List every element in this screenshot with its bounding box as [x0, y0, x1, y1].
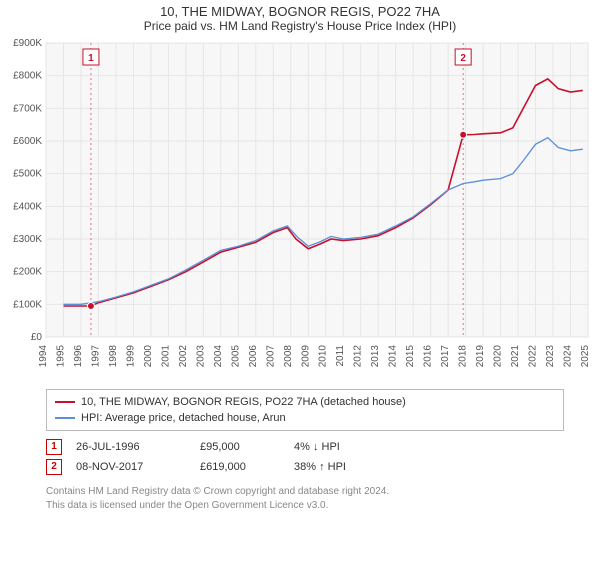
svg-text:2017: 2017 [440, 345, 451, 368]
svg-text:2020: 2020 [493, 345, 504, 368]
svg-text:1995: 1995 [55, 345, 66, 368]
svg-text:2014: 2014 [388, 345, 399, 368]
svg-text:2005: 2005 [230, 345, 241, 368]
page-subtitle: Price paid vs. HM Land Registry's House … [0, 19, 600, 33]
svg-text:£700K: £700K [13, 103, 42, 114]
svg-text:1994: 1994 [38, 345, 49, 368]
svg-text:£900K: £900K [13, 38, 42, 49]
datapoint-table: 1 26-JUL-1996 £95,000 4% ↓ HPI 2 08-NOV-… [46, 437, 564, 477]
legend-label-hpi: HPI: Average price, detached house, Arun [81, 410, 286, 426]
dp-price: £619,000 [200, 457, 280, 477]
svg-text:£600K: £600K [13, 136, 42, 147]
svg-text:2: 2 [460, 53, 466, 64]
svg-text:£0: £0 [31, 332, 43, 343]
dp-price: £95,000 [200, 437, 280, 457]
svg-text:2007: 2007 [265, 345, 276, 368]
table-row: 2 08-NOV-2017 £619,000 38% ↑ HPI [46, 457, 564, 477]
svg-text:2001: 2001 [160, 345, 171, 368]
svg-text:£400K: £400K [13, 201, 42, 212]
legend-item-hpi: HPI: Average price, detached house, Arun [55, 410, 555, 426]
table-row: 1 26-JUL-1996 £95,000 4% ↓ HPI [46, 437, 564, 457]
svg-text:2013: 2013 [370, 345, 381, 368]
footnote-line: This data is licensed under the Open Gov… [46, 499, 564, 513]
svg-text:2010: 2010 [318, 345, 329, 368]
dp-hpi: 4% ↓ HPI [294, 437, 394, 457]
footnote: Contains HM Land Registry data © Crown c… [46, 485, 564, 512]
marker-box-2: 2 [46, 459, 62, 475]
dp-date: 08-NOV-2017 [76, 457, 186, 477]
svg-text:2019: 2019 [475, 345, 486, 368]
line-chart: £0 £100K £200K £300K £400K £500K £600K £700K £80… [0, 35, 600, 385]
svg-text:2008: 2008 [283, 345, 294, 368]
svg-text:2012: 2012 [353, 345, 364, 368]
marker-box-1: 1 [46, 439, 62, 455]
svg-text:2002: 2002 [178, 345, 189, 368]
svg-text:1998: 1998 [108, 345, 119, 368]
svg-text:2004: 2004 [213, 345, 224, 368]
svg-text:2009: 2009 [300, 345, 311, 368]
legend-swatch-price-paid [55, 401, 75, 403]
legend-swatch-hpi [55, 417, 75, 419]
svg-text:1: 1 [88, 53, 94, 64]
chart-area: £0 £100K £200K £300K £400K £500K £600K £700K £80… [0, 35, 600, 385]
svg-text:£500K: £500K [13, 169, 42, 180]
legend-label-price-paid: 10, THE MIDWAY, BOGNOR REGIS, PO22 7HA (… [81, 394, 406, 410]
svg-text:1999: 1999 [125, 345, 136, 368]
svg-text:2015: 2015 [405, 345, 416, 368]
svg-text:2016: 2016 [423, 345, 434, 368]
svg-text:2006: 2006 [248, 345, 259, 368]
dp-hpi: 38% ↑ HPI [294, 457, 394, 477]
svg-text:£200K: £200K [13, 267, 42, 278]
svg-text:2000: 2000 [143, 345, 154, 368]
svg-text:2024: 2024 [563, 345, 574, 368]
svg-text:2022: 2022 [528, 345, 539, 368]
footnote-line: Contains HM Land Registry data © Crown c… [46, 485, 564, 499]
svg-text:2021: 2021 [510, 345, 521, 368]
page-title: 10, THE MIDWAY, BOGNOR REGIS, PO22 7HA [0, 4, 600, 19]
svg-text:2011: 2011 [335, 345, 346, 367]
svg-text:£800K: £800K [13, 71, 42, 82]
legend-item-price-paid: 10, THE MIDWAY, BOGNOR REGIS, PO22 7HA (… [55, 394, 555, 410]
svg-text:2023: 2023 [545, 345, 556, 368]
svg-text:1997: 1997 [90, 345, 101, 368]
svg-text:2018: 2018 [458, 345, 469, 368]
dp-date: 26-JUL-1996 [76, 437, 186, 457]
legend: 10, THE MIDWAY, BOGNOR REGIS, PO22 7HA (… [46, 389, 564, 431]
svg-text:£300K: £300K [13, 234, 42, 245]
svg-text:2025: 2025 [580, 345, 591, 368]
svg-text:£100K: £100K [13, 299, 42, 310]
svg-text:1996: 1996 [73, 345, 84, 368]
svg-text:2003: 2003 [195, 345, 206, 368]
